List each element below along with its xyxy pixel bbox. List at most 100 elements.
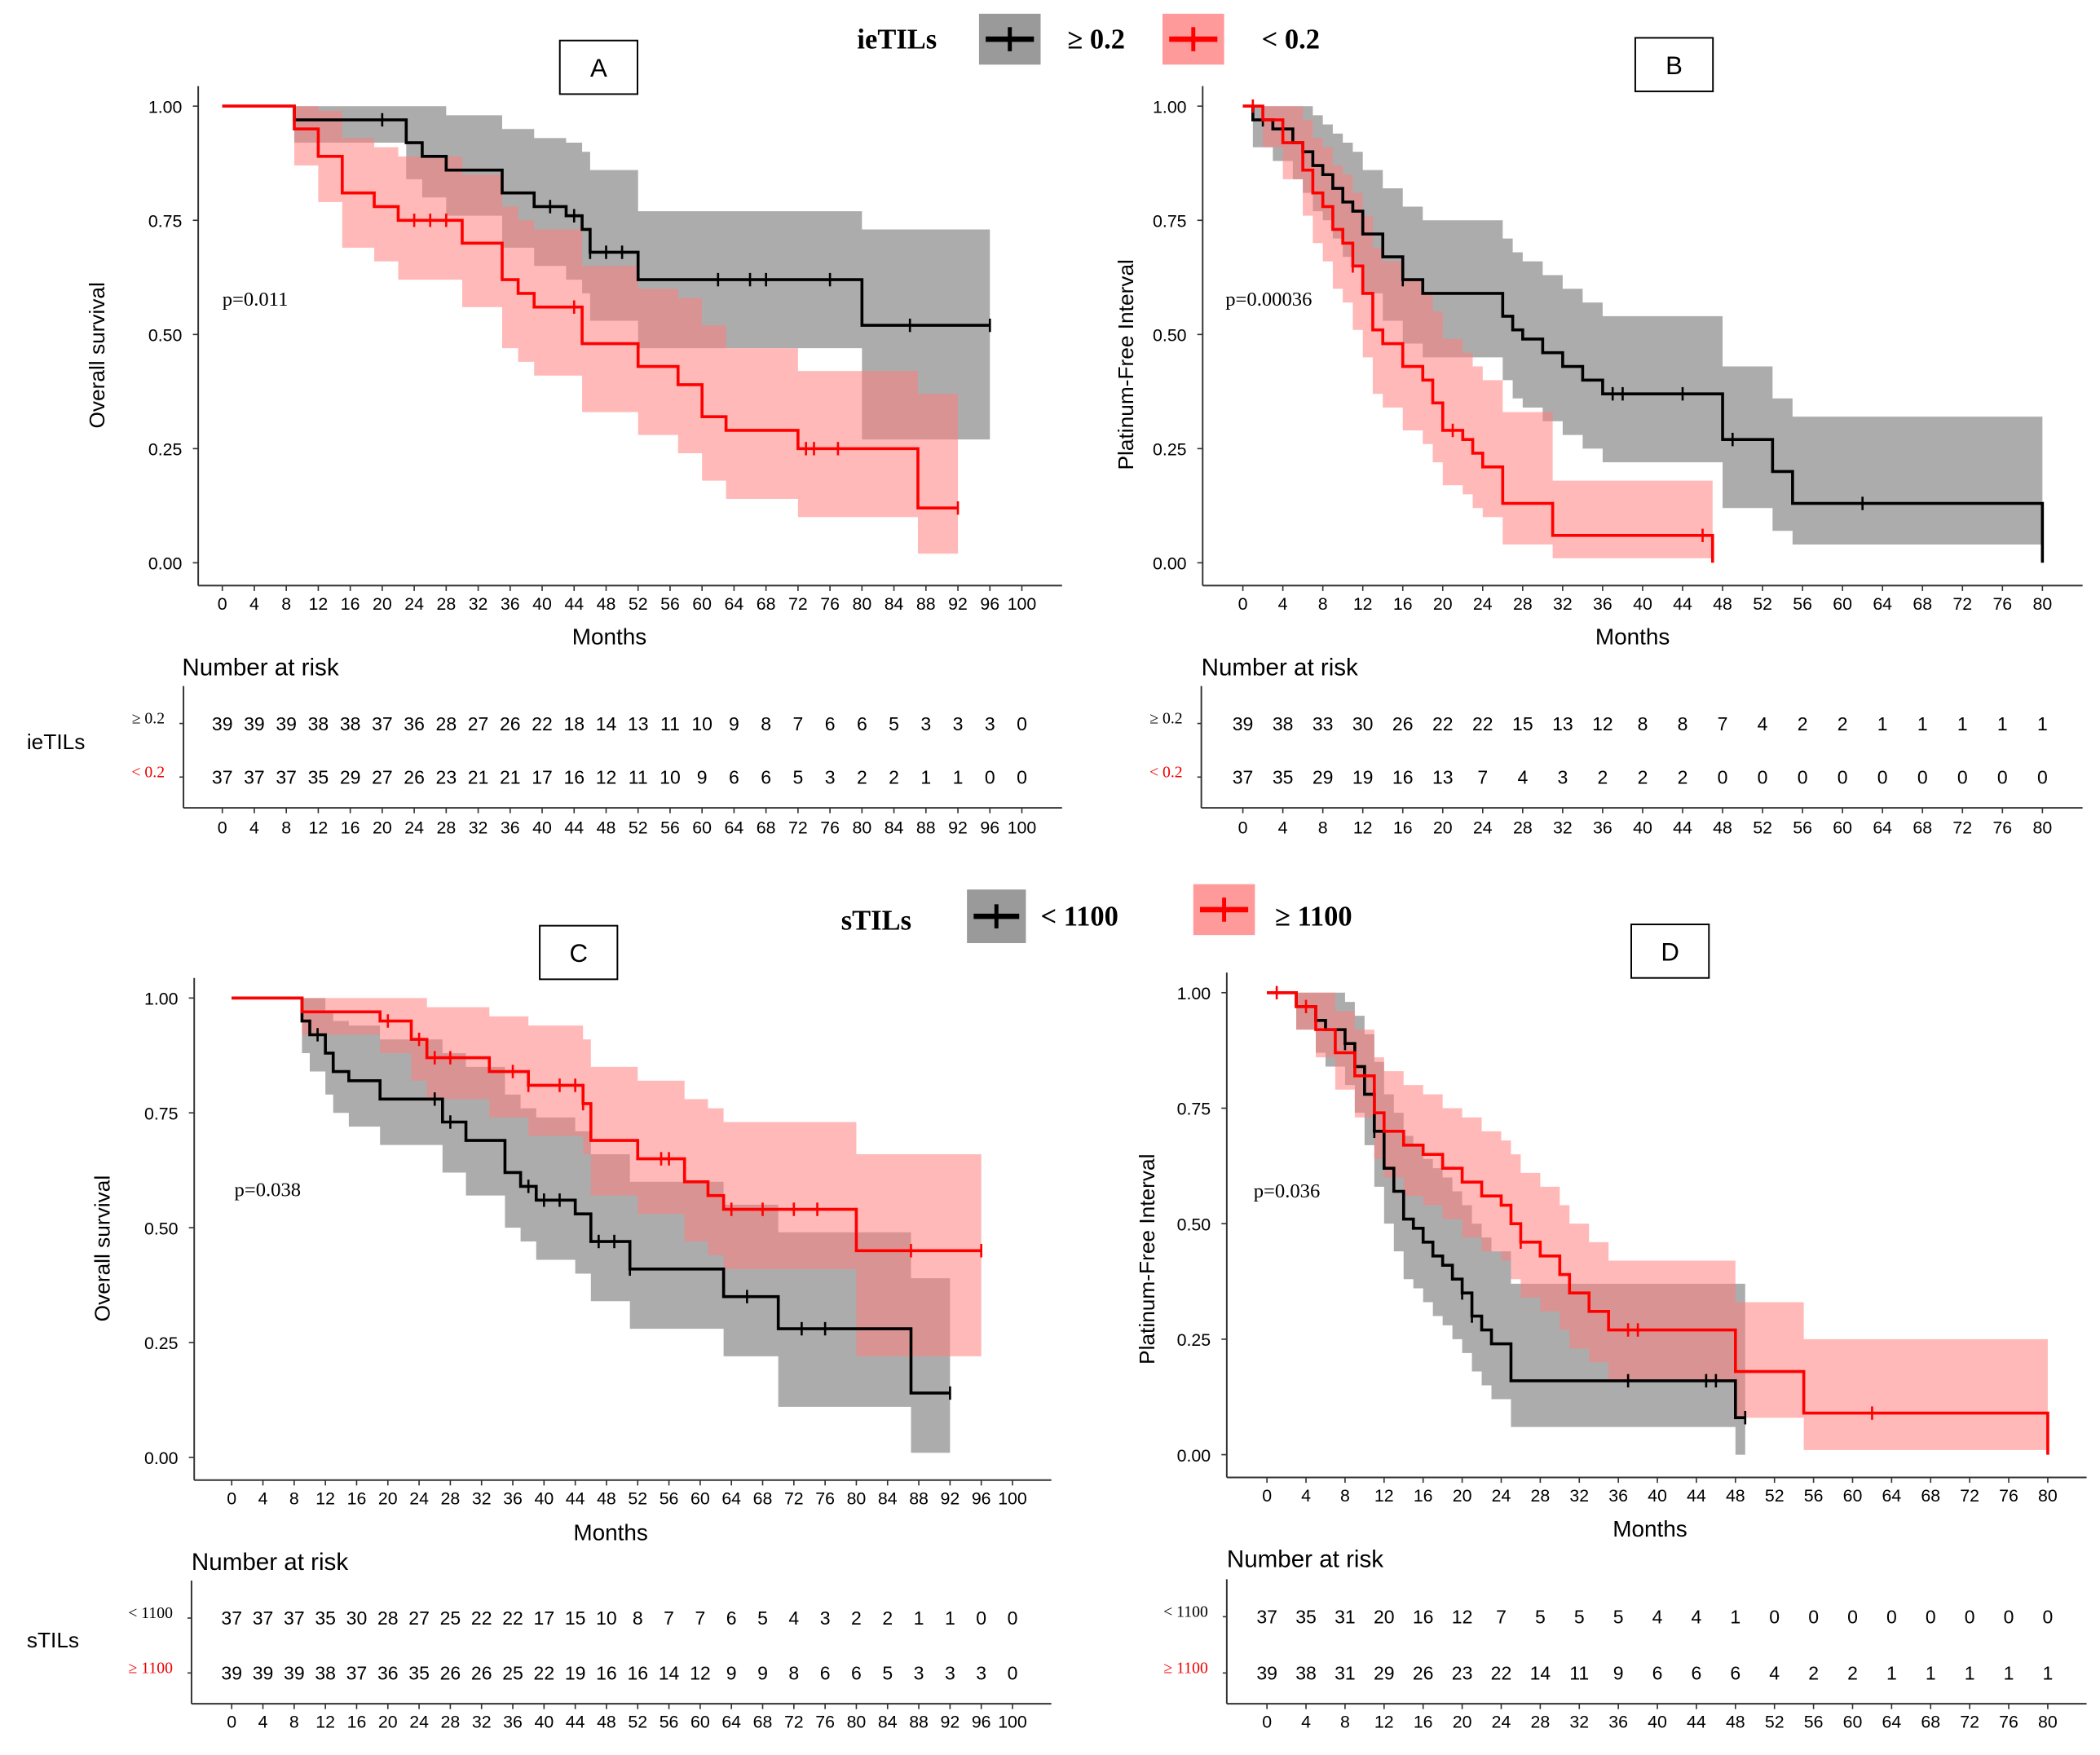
risk-group-label: ≥ 0.2 xyxy=(1149,710,1182,728)
risk-count: 37 xyxy=(372,713,393,734)
risk-count: 0 xyxy=(2037,767,2048,788)
x-tick-label: 92 xyxy=(941,1488,960,1508)
risk-x-tick-label: 20 xyxy=(373,818,392,837)
risk-x-tick-label: 20 xyxy=(378,1713,398,1732)
risk-x-tick-label: 72 xyxy=(1960,1713,1979,1732)
risk-count: 8 xyxy=(633,1607,643,1629)
risk-count: 0 xyxy=(1886,1607,1897,1628)
risk-count: 37 xyxy=(1256,1607,1277,1628)
risk-x-tick-label: 48 xyxy=(1713,818,1732,837)
risk-count: 37 xyxy=(212,767,233,788)
risk-count: 2 xyxy=(1678,767,1688,788)
risk-count: 9 xyxy=(697,767,708,788)
x-tick-label: 12 xyxy=(315,1488,335,1508)
x-tick-label: 16 xyxy=(1393,594,1413,614)
risk-count: 0 xyxy=(1957,767,1968,788)
risk-count: 25 xyxy=(440,1607,461,1629)
p-value: p=0.011 xyxy=(223,289,289,311)
panel-label-box xyxy=(558,39,638,95)
risk-x-tick-label: 40 xyxy=(1648,1713,1667,1732)
panel-label: B xyxy=(1665,51,1683,80)
risk-x-tick-label: 88 xyxy=(916,818,936,837)
risk-count: 1 xyxy=(1957,713,1968,734)
risk-count: 1 xyxy=(920,767,931,788)
risk-count: 28 xyxy=(377,1607,399,1629)
risk-x-tick-label: 32 xyxy=(1553,818,1573,837)
x-tick-label: 44 xyxy=(566,1488,585,1508)
risk-count: 22 xyxy=(471,1607,492,1629)
risk-count: 17 xyxy=(534,1607,555,1629)
survival-curve-red xyxy=(232,996,982,1253)
x-tick-label: 8 xyxy=(1340,1486,1350,1506)
risk-x-tick-label: 60 xyxy=(690,1713,710,1732)
risk-count: 37 xyxy=(253,1607,274,1629)
risk-count: 19 xyxy=(565,1663,586,1684)
risk-table-title: Number at risk xyxy=(1202,654,1358,681)
risk-group-label: < 0.2 xyxy=(131,763,165,781)
risk-count: 7 xyxy=(792,713,803,734)
risk-count: 31 xyxy=(1335,1607,1356,1628)
risk-x-tick-label: 72 xyxy=(784,1713,804,1732)
risk-x-tick-label: 24 xyxy=(1492,1713,1511,1732)
risk-x-tick-label: 56 xyxy=(1804,1713,1824,1732)
risk-count: 23 xyxy=(436,767,457,788)
risk-count: 31 xyxy=(1335,1663,1356,1684)
risk-count: 12 xyxy=(1452,1607,1473,1628)
risk-count: 16 xyxy=(1413,1607,1434,1628)
x-tick-label: 80 xyxy=(2038,1486,2058,1506)
x-tick-label: 40 xyxy=(532,594,552,614)
risk-count: 0 xyxy=(1847,1607,1858,1628)
x-tick-label: 0 xyxy=(218,594,227,614)
risk-count: 2 xyxy=(1798,713,1808,734)
risk-x-tick-label: 40 xyxy=(534,1713,554,1732)
risk-count: 2 xyxy=(851,1607,862,1629)
risk-count: 9 xyxy=(757,1663,768,1684)
risk-count: 12 xyxy=(1592,713,1613,734)
risk-x-tick-label: 84 xyxy=(878,1713,898,1732)
risk-x-tick-label: 8 xyxy=(1340,1713,1350,1732)
risk-x-tick-label: 76 xyxy=(1992,818,2012,837)
risk-count: 14 xyxy=(1530,1663,1551,1684)
risk-count: 4 xyxy=(1769,1663,1780,1684)
risk-count: 7 xyxy=(1718,713,1728,734)
risk-count: 35 xyxy=(1295,1607,1317,1628)
x-tick-label: 16 xyxy=(341,594,360,614)
ci-band-red xyxy=(222,106,959,554)
risk-x-tick-label: 32 xyxy=(1569,1713,1589,1732)
risk-count: 1 xyxy=(1997,713,2008,734)
p-value: p=0.038 xyxy=(235,1180,302,1202)
risk-x-tick-label: 64 xyxy=(1873,818,1892,837)
y-tick-label: 0.25 xyxy=(144,1334,179,1353)
risk-count: 3 xyxy=(1557,767,1568,788)
x-tick-label: 28 xyxy=(441,1488,461,1508)
risk-count: 37 xyxy=(346,1663,368,1684)
risk-x-tick-label: 20 xyxy=(1453,1713,1472,1732)
x-tick-label: 36 xyxy=(1593,594,1612,614)
x-tick-label: 28 xyxy=(1530,1486,1550,1506)
risk-table-title: Number at risk xyxy=(192,1549,348,1576)
risk-count: 1 xyxy=(1926,1663,1936,1684)
risk-count: 35 xyxy=(408,1663,430,1684)
risk-x-tick-label: 80 xyxy=(2032,818,2052,837)
risk-count: 39 xyxy=(276,713,297,734)
risk-x-tick-label: 28 xyxy=(436,818,456,837)
risk-count: 0 xyxy=(1877,767,1888,788)
x-tick-label: 36 xyxy=(503,1488,523,1508)
risk-x-tick-label: 0 xyxy=(218,818,227,837)
risk-count: 5 xyxy=(1535,1607,1546,1628)
risk-x-tick-label: 40 xyxy=(1633,818,1652,837)
risk-count: 27 xyxy=(468,713,489,734)
y-axis-label: Overall survival xyxy=(85,282,109,429)
x-tick-label: 64 xyxy=(1873,594,1892,614)
risk-count: 37 xyxy=(1233,767,1254,788)
ci-band-red xyxy=(232,998,982,1356)
risk-count: 26 xyxy=(500,713,521,734)
risk-count: 0 xyxy=(1017,713,1027,734)
risk-x-tick-label: 80 xyxy=(852,818,871,837)
risk-x-tick-label: 100 xyxy=(998,1713,1027,1732)
risk-count: 22 xyxy=(1432,713,1454,734)
risk-x-tick-label: 56 xyxy=(660,818,680,837)
risk-count: 0 xyxy=(976,1607,986,1629)
risk-count: 1 xyxy=(945,1607,955,1629)
